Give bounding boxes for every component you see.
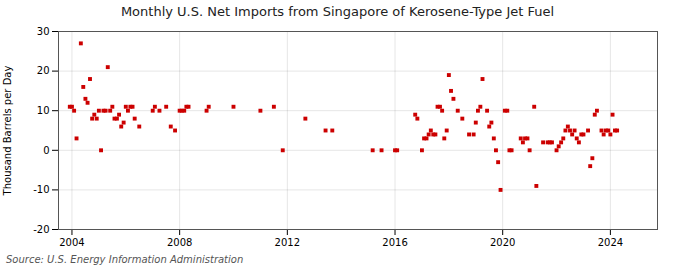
- svg-text:20: 20: [37, 65, 50, 76]
- svg-text:-10: -10: [33, 184, 49, 195]
- svg-text:2020: 2020: [490, 237, 515, 248]
- svg-text:10: 10: [37, 105, 50, 116]
- svg-text:2012: 2012: [275, 237, 300, 248]
- html-text:Monthly U.S. Net Imports from: Monthly U.S. Net Imports from Singapore …: [120, 4, 555, 19]
- svg-text:2008: 2008: [167, 237, 192, 248]
- svg-text:0: 0: [43, 145, 49, 156]
- html-text:Source: U.S. Energy Informatio: Source: U.S. Energy Information Administ…: [6, 254, 244, 265]
- svg-text:2004: 2004: [59, 237, 84, 248]
- svg-text:2024: 2024: [598, 237, 623, 248]
- svg-text:2016: 2016: [382, 237, 407, 248]
- svg-text:-20: -20: [33, 224, 49, 235]
- svg-text:Thousand Barrels per Day: Thousand Barrels per Day: [2, 66, 13, 197]
- svg-text:30: 30: [37, 26, 50, 37]
